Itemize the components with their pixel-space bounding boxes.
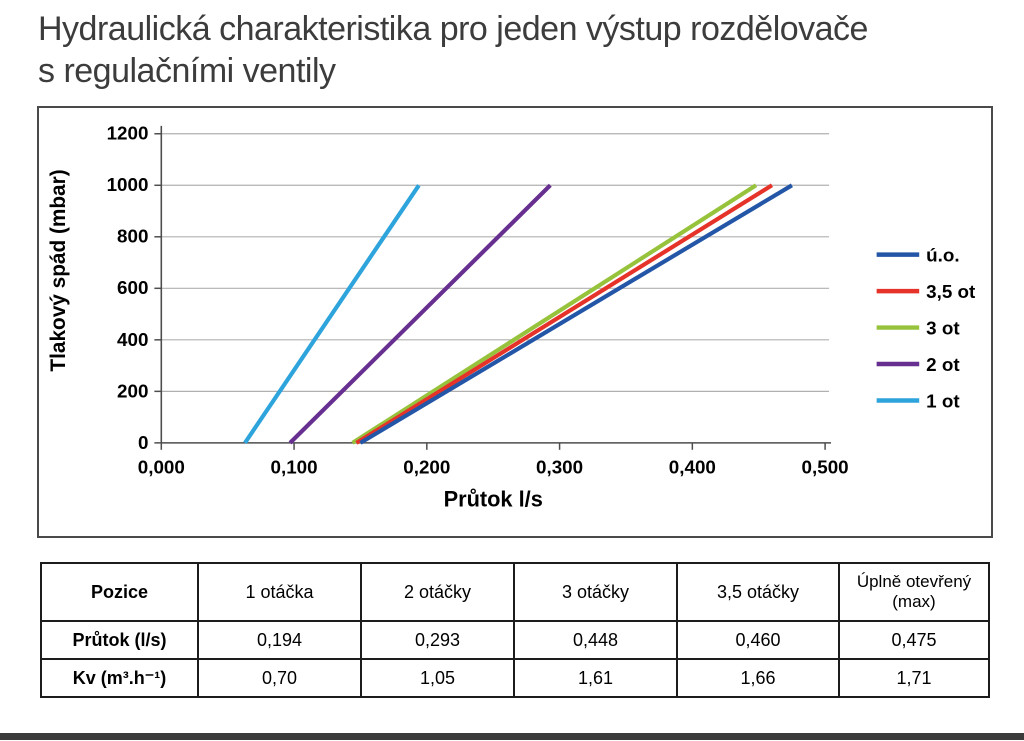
table-cell: 0,70: [197, 658, 362, 698]
legend-label: 1 ot: [926, 390, 960, 411]
y-tick-label: 200: [117, 380, 148, 401]
y-tick-label: 600: [117, 277, 148, 298]
table-header-cell: 2 otáčky: [360, 562, 515, 622]
series-line-3-5-ot: [355, 183, 774, 445]
series-line--o-: [359, 183, 793, 445]
y-tick-label: 800: [117, 226, 148, 247]
legend-label: ú.o.: [926, 245, 959, 266]
y-tick-label: 1200: [107, 123, 149, 144]
x-tick-label: 0,100: [271, 457, 318, 478]
table-cell: 1,05: [360, 658, 515, 698]
table-cell: 0,194: [197, 620, 362, 660]
y-axis-title: Tlakový spád (mbar): [47, 169, 70, 371]
table-header-cell: Pozice: [40, 562, 199, 622]
y-tick-label: 400: [117, 329, 148, 350]
y-tick-label: 1000: [107, 174, 149, 195]
legend-label: 2 ot: [926, 354, 960, 375]
table-cell: 0,475: [838, 620, 990, 660]
hydraulic-chart: 0 200 400 600 800 1000 1200 0,000 0,100 0,200 0,30…: [37, 106, 993, 538]
page-title: Hydraulická charakteristika pro jeden vý…: [38, 8, 868, 92]
table-header-cell: 3 otáčky: [513, 562, 678, 622]
table-row-label: Průtok (l/s): [40, 620, 199, 660]
table-cell: 0,293: [360, 620, 515, 660]
page-title-line1: Hydraulická charakteristika pro jeden vý…: [38, 10, 868, 48]
x-tick-label: 0,200: [403, 457, 450, 478]
table-cell: 1,66: [676, 658, 840, 698]
page-title-line2: s regulačními ventily: [38, 52, 336, 90]
table-cell: 1,71: [838, 658, 990, 698]
table-cell: 0,460: [676, 620, 840, 660]
x-tick-label: 0,000: [138, 457, 185, 478]
table-row-label: Kv (m³.h⁻¹): [40, 658, 199, 698]
x-axis-title: Průtok l/s: [444, 486, 543, 511]
series-line-1-ot: [243, 184, 421, 445]
legend-label: 3 ot: [926, 317, 960, 338]
table-header-cell: 1 otáčka: [197, 562, 362, 622]
table-header-cell: 3,5 otáčky: [676, 562, 840, 622]
legend-label: 3,5 ot: [926, 281, 976, 302]
valve-position-table: Pozice 1 otáčka 2 otáčky 3 otáčky 3,5 otáčky…: [40, 562, 990, 698]
table-row: Průtok (l/s) 0,194 0,293 0,448 0,460 0,475: [40, 620, 990, 660]
table-cell: 1,61: [513, 658, 678, 698]
chart-canvas: 0 200 400 600 800 1000 1200 0,000 0,100 0,200 0,30…: [47, 123, 976, 512]
series-line-3-ot: [351, 183, 758, 445]
series-line-2-ot: [288, 183, 552, 445]
page-bottom-edge: [0, 733, 1024, 740]
table-cell: 0,448: [513, 620, 678, 660]
table-row: Kv (m³.h⁻¹) 0,70 1,05 1,61 1,66 1,71: [40, 658, 990, 698]
x-tick-label: 0,500: [802, 457, 849, 478]
table-header-cell: Úplně otevřený (max): [838, 562, 990, 622]
x-tick-label: 0,300: [536, 457, 583, 478]
y-tick-label: 0: [138, 432, 148, 453]
x-tick-label: 0,400: [669, 457, 716, 478]
